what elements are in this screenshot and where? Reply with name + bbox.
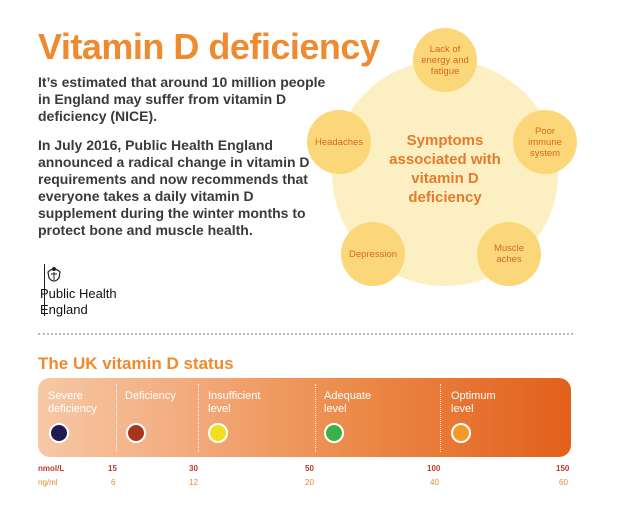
scale-tick-nmol: 100 [427, 464, 441, 473]
scale-tick-nmol: 15 [108, 464, 117, 473]
level-divider [315, 384, 316, 452]
status-bar: Severe deficiency Deficiency Insufficien… [38, 378, 571, 457]
scale-tick-ng: 6 [111, 478, 116, 487]
level-dot-adequate [324, 423, 344, 443]
status-title: The UK vitamin D status [38, 354, 234, 373]
level-label-optimum: Optimum level [451, 390, 496, 415]
scale-tick-nmol: 50 [305, 464, 314, 473]
symptoms-center-label: Symptoms associated with vitamin D defic… [389, 132, 501, 206]
scale-tick-nmol: 30 [189, 464, 198, 473]
level-divider [440, 384, 441, 452]
symptom-immune: Poor immune system [513, 110, 577, 174]
phe-logo-name: Public Health England [40, 286, 117, 317]
scale-unit-ng: ng/ml [38, 478, 58, 487]
level-divider [116, 384, 117, 452]
logo-rule [44, 264, 51, 316]
symptoms-diagram: Symptoms associated with vitamin D defic… [307, 28, 577, 286]
scale-tick-ng: 20 [305, 478, 314, 487]
scale-tick-ng: 40 [430, 478, 439, 487]
level-dot-optimum [451, 423, 471, 443]
section-divider [38, 333, 573, 335]
royal-crest-icon [47, 267, 61, 282]
scale-tick-nmol: 150 [556, 464, 570, 473]
level-dot-deficiency [126, 423, 146, 443]
level-label-severe: Severe deficiency [48, 390, 97, 415]
level-label-adequate: Adequate level [324, 390, 372, 415]
symptom-depression: Depression [341, 222, 405, 286]
level-divider [198, 384, 199, 452]
scale-tick-ng: 60 [559, 478, 568, 487]
symptom-fatigue: Lack of energy and fatigue [413, 28, 477, 92]
level-label-insufficient: Insufficient level [208, 390, 261, 415]
symptom-muscle-aches: Muscle aches [477, 222, 541, 286]
intro-paragraph-2: In July 2016, Public Health England anno… [38, 137, 310, 238]
intro-paragraph-1: It’s estimated that around 10 million pe… [38, 74, 326, 124]
scale-tick-ng: 12 [189, 478, 198, 487]
scale-unit-nmol: nmol/L [38, 464, 65, 473]
level-dot-severe [49, 423, 69, 443]
level-label-deficiency: Deficiency [125, 390, 176, 402]
page-title: Vitamin D deficiency [38, 26, 380, 67]
symptom-headaches: Headaches [307, 110, 371, 174]
level-dot-insufficient [208, 423, 228, 443]
